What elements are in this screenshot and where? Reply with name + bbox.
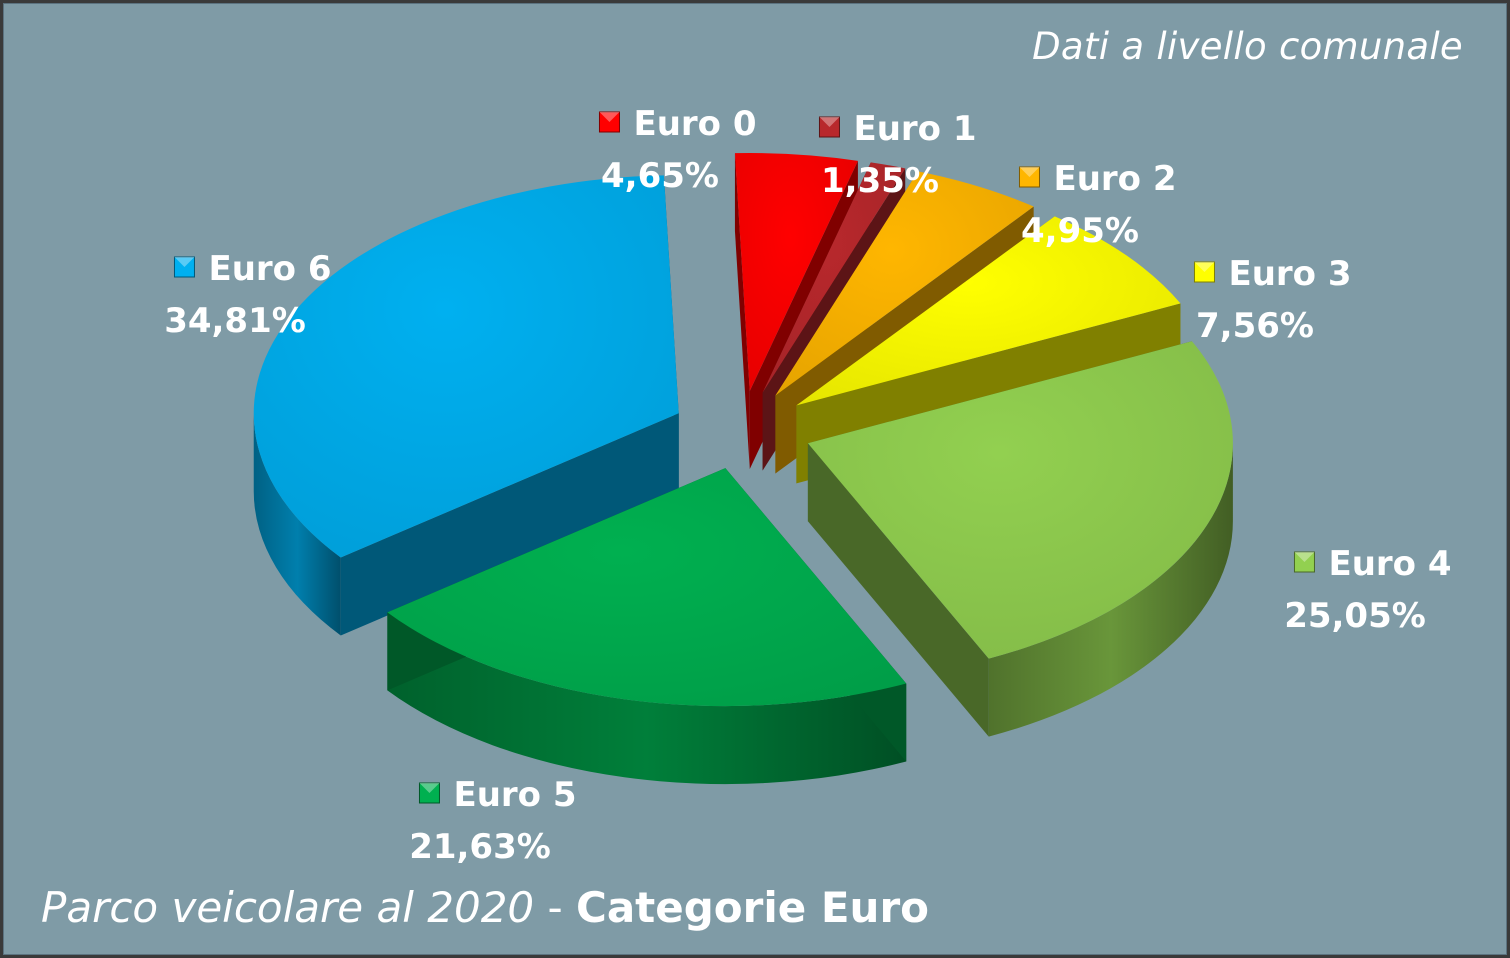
pie-slice-top [762,162,906,393]
legend-key-swatch [1293,551,1315,573]
legend-key-highlight [1294,552,1315,562]
legend-key-swatch [598,111,620,133]
pie-slice-5 [387,468,907,785]
pie-slice-side [253,413,341,636]
pie-slice-cut [807,443,989,737]
pie-label-1: Euro 1 1,35% [818,109,977,201]
footer-title-part1: Parco veicolare al 2020 [41,883,535,932]
pie-label-name: Euro 0 [633,104,756,144]
pie-label-value: 1,35% [821,161,939,201]
pie-label-value: 4,65% [601,156,719,196]
pie-slice-top [775,171,1034,396]
legend-key-highlight [1194,262,1215,272]
pie-slice-top [253,175,679,558]
legend-key-swatch [173,256,195,278]
pie-label-value: 25,05% [1284,596,1426,636]
pie-label-0: Euro 0 4,65% [598,104,757,196]
pie-slice-cut [734,153,750,470]
pie-label-6: Euro 6 34,81% [164,249,331,341]
legend-key-highlight [819,117,840,127]
pie-label-name: Euro 4 [1328,544,1451,584]
chart-note: Dati a livello comunale [1032,25,1463,68]
legend-key-swatch [818,116,840,138]
legend-key-swatch [418,782,440,804]
legend-key-highlight [419,783,440,793]
pie-label-name: Euro 6 [208,249,331,289]
pie-label-name: Euro 2 [1053,159,1176,199]
footer-title-separator: - [534,883,576,932]
pie-label-name: Euro 3 [1228,254,1351,294]
pie-slice-top [734,153,858,392]
pie-label-name: Euro 1 [853,109,976,149]
pie-label-value: 7,56% [1196,306,1314,346]
legend-key-highlight [599,112,620,122]
pie-label-5: Euro 5 21,63% [409,775,576,867]
pie-slice-side [387,612,907,785]
pie-slice-4 [807,341,1233,737]
pie-slice-top [387,468,907,707]
pie-slice-top [807,341,1233,659]
legend-key-swatch [1193,261,1215,283]
pie-label-value: 21,63% [409,827,551,867]
pie-label-value: 4,95% [1021,211,1139,251]
pie-slice-top [796,216,1181,406]
pie-label-3: Euro 3 7,56% [1193,254,1352,346]
footer-title-part2: Categorie Euro [576,883,930,932]
pie-slice-6 [253,175,679,636]
legend-key-highlight [1019,167,1040,177]
pie-label-value: 34,81% [164,301,306,341]
legend-key-swatch [1018,166,1040,188]
pie-label-2: Euro 2 4,95% [1018,159,1177,251]
pie-label-4: Euro 4 25,05% [1284,544,1451,636]
pie-slice-cut [340,413,679,636]
legend-key-highlight [174,257,195,267]
pie-slice-side [988,443,1233,737]
pie-label-name: Euro 5 [453,775,576,815]
chart-footer-title: Parco veicolare al 2020 - Categorie Euro [41,883,929,932]
